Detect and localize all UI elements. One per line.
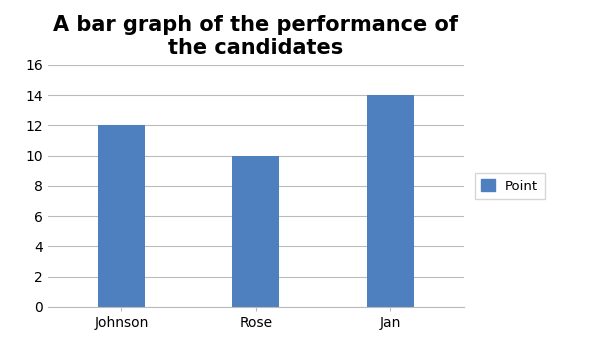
Legend: Point: Point [475,173,545,199]
Title: A bar graph of the performance of
the candidates: A bar graph of the performance of the ca… [54,15,458,58]
Bar [98,126,145,307]
Bar [367,95,414,307]
Bar [232,156,280,307]
